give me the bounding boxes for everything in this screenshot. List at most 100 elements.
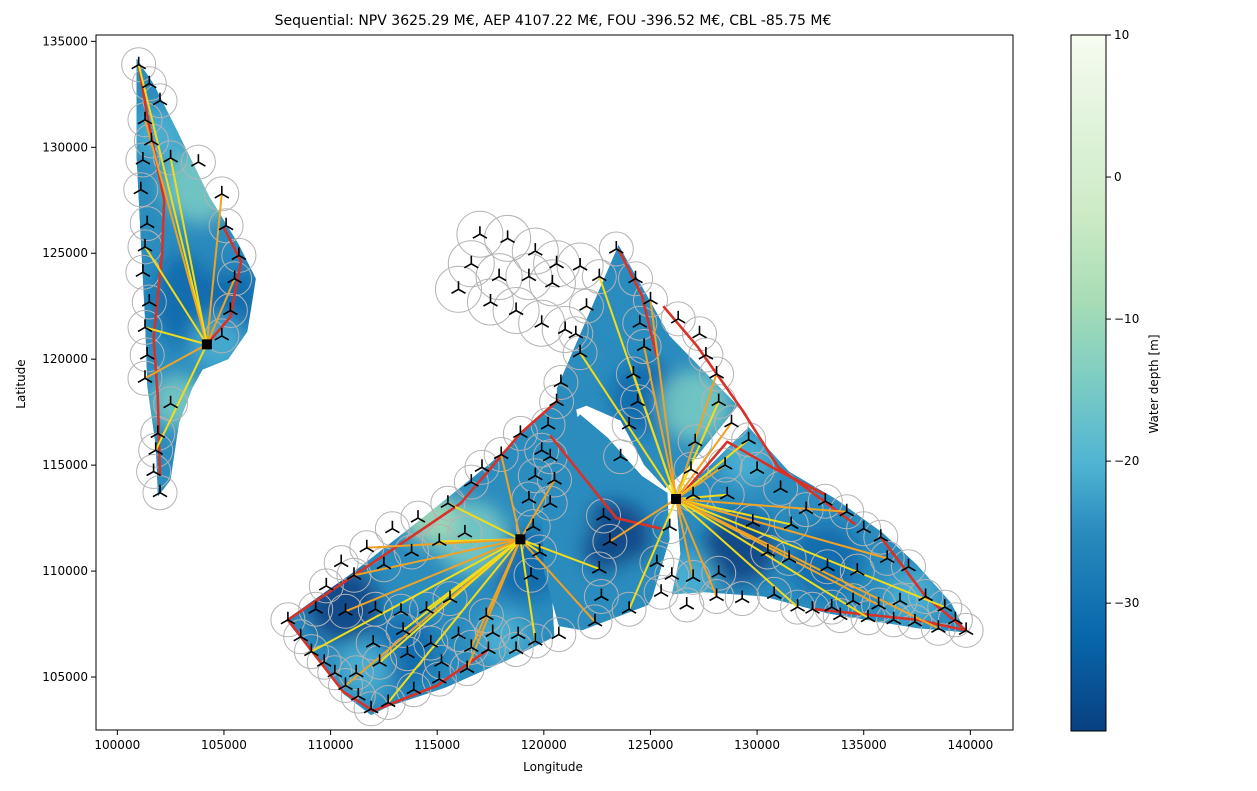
cable-segment	[675, 498, 718, 597]
cable-segment	[205, 193, 223, 345]
turbine-marker	[485, 624, 501, 638]
cable-segment	[144, 326, 208, 346]
clearance-circle	[136, 454, 172, 489]
clearance-circle	[430, 485, 466, 521]
turbine-marker	[596, 508, 611, 521]
clearance-circle	[138, 432, 174, 468]
turbine-marker	[709, 366, 724, 379]
turbine-marker	[685, 569, 701, 583]
cable-segment	[402, 538, 521, 632]
turbine-marker	[839, 503, 855, 517]
cable-segment	[675, 498, 946, 609]
turbine-marker	[542, 448, 558, 462]
clearance-circle	[603, 439, 639, 475]
turbine-marker	[719, 486, 735, 500]
turbine-marker	[231, 247, 247, 261]
clearance-circle	[127, 360, 163, 396]
turbine-marker	[346, 567, 362, 580]
turbine-marker	[133, 181, 149, 195]
cable-segment	[205, 278, 236, 345]
chart-title: Sequential: NPV 3625.29 M€, AEP 4107.22 …	[275, 13, 832, 29]
turbine-marker	[683, 461, 699, 475]
turbine-marker	[717, 457, 733, 470]
clearance-circle	[464, 449, 500, 485]
turbine-marker	[527, 467, 543, 481]
clearance-circle	[654, 557, 690, 593]
cable-segment	[387, 538, 522, 704]
turbine-marker	[333, 554, 349, 568]
clearance-circle	[699, 579, 735, 614]
clearance-circle	[447, 515, 483, 551]
turbine-marker	[626, 366, 641, 379]
clearance-circle	[127, 309, 163, 345]
clearance-circle	[908, 579, 944, 614]
turbine-marker	[395, 622, 411, 636]
clearance-circle	[142, 83, 178, 119]
colorbar-ticks: 10 0 −10 −20 −30	[1106, 28, 1139, 610]
turbine-marker	[527, 243, 543, 256]
turbine-marker	[214, 327, 230, 341]
clearance-circle	[513, 557, 549, 593]
cable-segment	[675, 498, 695, 578]
clearance-circle	[468, 598, 504, 634]
cable-segment	[649, 299, 678, 500]
cable-segment	[500, 454, 522, 540]
cable-segment	[154, 343, 208, 451]
clearance-circle	[948, 612, 984, 648]
turbine-marker	[798, 501, 814, 515]
cable-segment	[519, 538, 596, 623]
clearance-circle	[435, 265, 482, 313]
turbine-marker	[304, 643, 319, 657]
cable-segment	[675, 422, 733, 500]
turbine-marker	[664, 567, 680, 580]
turbine-marker	[406, 681, 422, 695]
depth-patch	[659, 369, 732, 442]
cable-segment	[378, 538, 522, 663]
turbine-marker	[463, 639, 479, 653]
turbine-marker	[350, 688, 366, 701]
clearance-circle	[633, 282, 668, 318]
turbine-marker	[135, 264, 151, 277]
turbine-marker	[419, 601, 434, 614]
cable-segment	[609, 498, 677, 543]
turbine-marker	[318, 577, 334, 591]
y-tick-label: 115000	[42, 458, 88, 472]
turbine-marker	[687, 433, 703, 447]
turbine-marker	[542, 495, 558, 508]
turbine-marker	[491, 268, 507, 282]
turbine-marker	[525, 518, 541, 532]
turbine-marker	[483, 294, 498, 307]
cable-segment	[675, 498, 869, 619]
clearance-circle	[511, 227, 559, 275]
turbine-marker	[760, 544, 776, 557]
turbine-marker	[540, 416, 556, 430]
y-tick-label: 120000	[42, 352, 88, 366]
turbine-marker	[698, 347, 714, 360]
turbine-marker	[958, 622, 974, 636]
turbine-marker	[549, 255, 564, 269]
clearance-circle	[927, 589, 963, 625]
turbine-marker	[280, 611, 296, 625]
clearance-circle	[814, 589, 850, 625]
turbine-marker	[547, 472, 562, 485]
clearance-circle	[577, 604, 613, 640]
turbine-marker	[545, 274, 560, 288]
clearance-circle	[180, 144, 216, 180]
turbine-marker	[363, 700, 379, 714]
turbine-marker	[191, 154, 206, 167]
y-tick-label: 135000	[42, 34, 88, 48]
turbine-marker	[481, 641, 496, 655]
cable-segment	[144, 119, 208, 345]
cable-segment	[675, 498, 792, 526]
clearance-circle	[396, 672, 432, 708]
turbine-marker	[832, 607, 848, 621]
colorbar	[1070, 34, 1107, 732]
turbine-marker	[741, 431, 756, 445]
turbine-marker	[734, 590, 750, 604]
cable-routes	[137, 64, 967, 713]
turbine-marker	[551, 626, 567, 640]
turbine-marker	[372, 654, 387, 667]
turbine-marker	[513, 425, 528, 439]
turbine-marker	[451, 626, 466, 640]
turbine-marker	[359, 539, 375, 553]
